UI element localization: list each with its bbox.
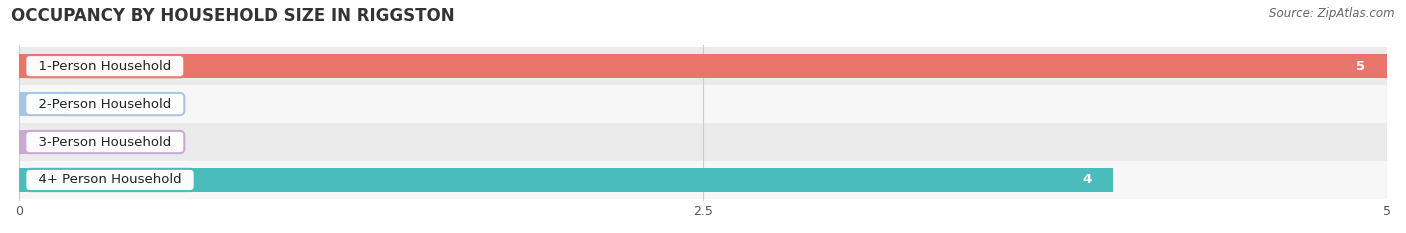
Text: 0: 0 <box>79 98 87 111</box>
Text: 2-Person Household: 2-Person Household <box>30 98 180 111</box>
Text: 5: 5 <box>1355 60 1365 73</box>
Bar <box>20 47 1386 85</box>
Bar <box>20 168 1114 192</box>
Bar <box>20 161 1386 199</box>
Bar <box>20 92 69 116</box>
Text: 4: 4 <box>1083 173 1091 186</box>
Bar <box>20 54 1386 78</box>
Text: 4+ Person Household: 4+ Person Household <box>30 173 190 186</box>
Bar <box>20 85 1386 123</box>
Bar <box>20 130 69 154</box>
Text: OCCUPANCY BY HOUSEHOLD SIZE IN RIGGSTON: OCCUPANCY BY HOUSEHOLD SIZE IN RIGGSTON <box>11 7 456 25</box>
Text: 1-Person Household: 1-Person Household <box>30 60 180 73</box>
Bar <box>20 123 1386 161</box>
Text: Source: ZipAtlas.com: Source: ZipAtlas.com <box>1270 7 1395 20</box>
Text: 3-Person Household: 3-Person Household <box>30 136 180 148</box>
Text: 0: 0 <box>79 136 87 148</box>
